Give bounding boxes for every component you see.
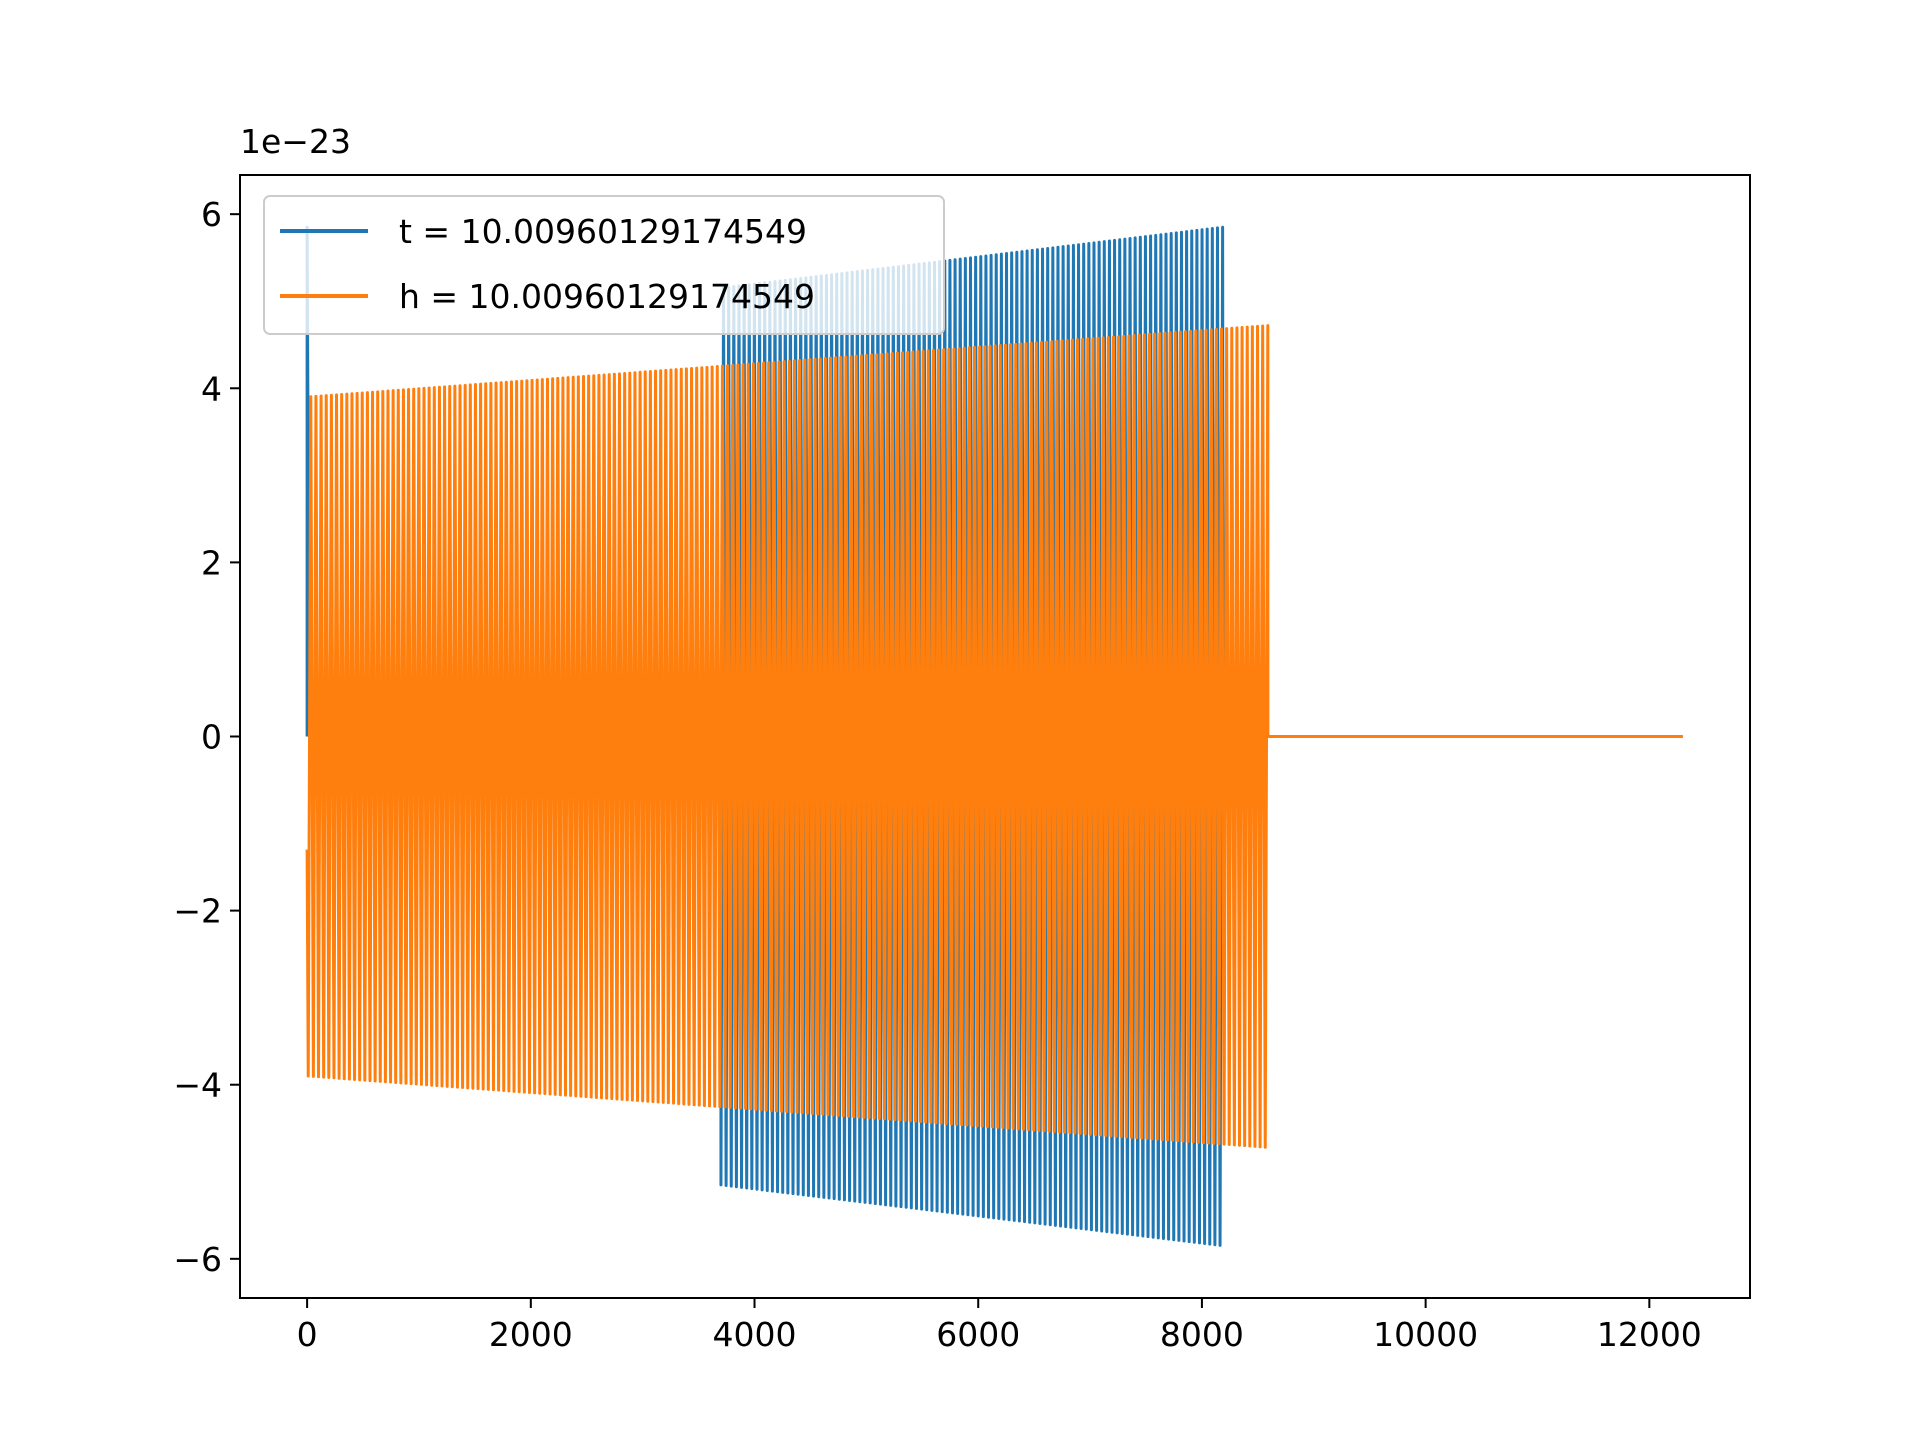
y-tick-label: 6 bbox=[201, 195, 222, 234]
legend-label: h = 10.00960129174549 bbox=[399, 277, 815, 316]
x-tick-label: 2000 bbox=[489, 1315, 573, 1354]
x-tick-label: 10000 bbox=[1373, 1315, 1478, 1354]
x-tick-label: 8000 bbox=[1160, 1315, 1244, 1354]
legend: t = 10.00960129174549 h = 10.009601291745… bbox=[263, 195, 945, 335]
series-line-h bbox=[305, 324, 1683, 1149]
x-tick-label: 12000 bbox=[1597, 1315, 1702, 1354]
x-tick-label: 6000 bbox=[936, 1315, 1020, 1354]
y-tick-label: −6 bbox=[173, 1240, 222, 1279]
y-tick-label: 2 bbox=[201, 543, 222, 582]
legend-box bbox=[263, 195, 945, 335]
y-axis-offset-label: 1e−23 bbox=[240, 122, 351, 161]
x-tick-label: 0 bbox=[297, 1315, 318, 1354]
y-tick-label: 4 bbox=[201, 369, 222, 408]
legend-label: t = 10.00960129174549 bbox=[399, 212, 807, 251]
x-tick-label: 4000 bbox=[713, 1315, 797, 1354]
x-axis: 0 2000 4000 6000 8000 10000 12000 bbox=[297, 1298, 1702, 1354]
y-axis: −6 −4 −2 0 2 4 6 bbox=[173, 195, 240, 1279]
y-tick-label: 0 bbox=[201, 718, 222, 757]
y-tick-label: −4 bbox=[173, 1066, 222, 1105]
series-group bbox=[305, 225, 1683, 1247]
y-tick-label: −2 bbox=[173, 892, 222, 931]
